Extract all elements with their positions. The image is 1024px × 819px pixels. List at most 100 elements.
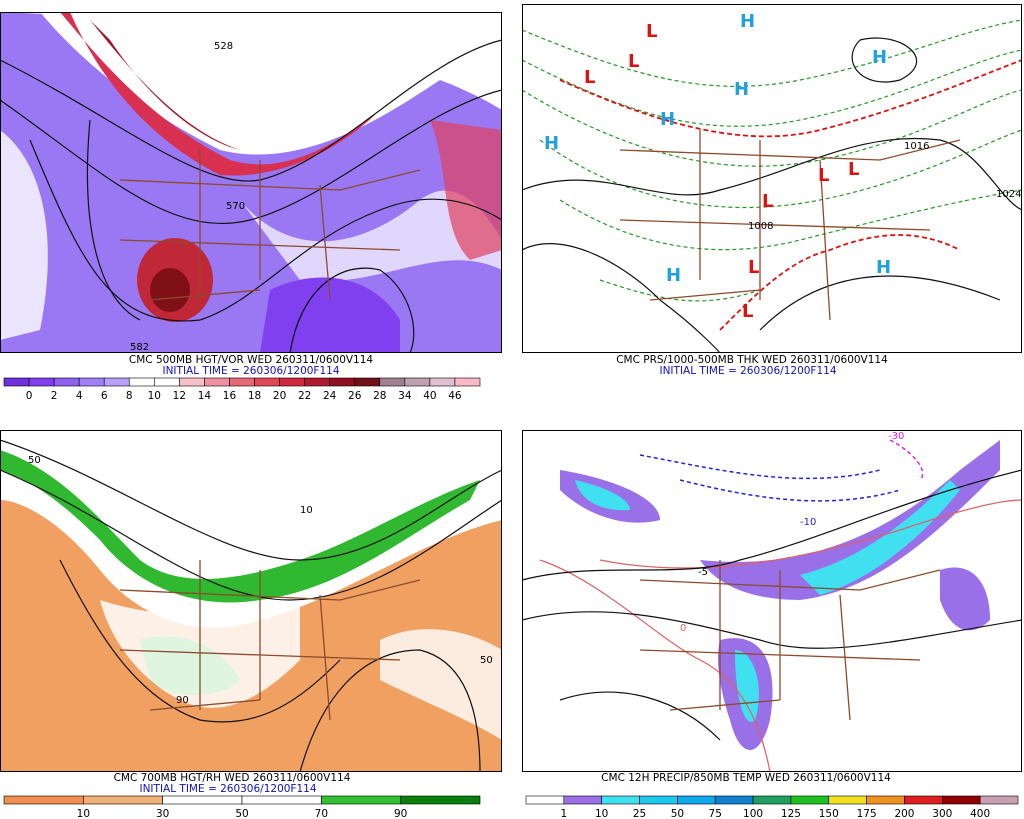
colorbar-box bbox=[790, 795, 830, 805]
high-marker: H bbox=[740, 11, 755, 32]
colorbar-box bbox=[329, 377, 356, 387]
colorbar-box bbox=[304, 377, 330, 387]
map-frame bbox=[0, 12, 502, 353]
high-marker: H bbox=[876, 257, 891, 278]
map: -30 -10 -5 0 bbox=[522, 430, 1022, 772]
high-marker: H bbox=[544, 133, 559, 154]
colorbar-label: 18 bbox=[248, 390, 261, 402]
map-label: 90 bbox=[176, 695, 189, 706]
map-label: 570 bbox=[226, 201, 245, 212]
map: L L L L L L L L H H H H H H H 1016 1024 … bbox=[522, 4, 1022, 353]
colorbar-box bbox=[279, 377, 305, 387]
map-label: 50 bbox=[480, 655, 493, 666]
panel-vorticity: 510 528 570 582 CMC 500MB HGT/VOR WED 26… bbox=[0, 12, 502, 402]
map: 510 528 570 582 bbox=[0, 12, 502, 353]
colorbar-label: 50 bbox=[235, 808, 248, 819]
panel-pressure: L L L L L L L L H H H H H H H 1016 1024 … bbox=[522, 4, 1022, 377]
colorbar-label: 20 bbox=[273, 390, 286, 402]
colorbar-box bbox=[179, 377, 205, 387]
initial-time: INITIAL TIME = 260306/1200F114 bbox=[659, 365, 836, 377]
colorbar-label: 50 bbox=[671, 808, 684, 819]
colorbar-label: 125 bbox=[781, 808, 801, 819]
colorbar-label: 0 bbox=[26, 390, 33, 402]
panel-precipitation: -30 -10 -5 0 CMC 12H PRECIP/850MB TEMP W… bbox=[522, 430, 1022, 819]
colorbar: 0 2 4 6 8 10 12 14 16 18 20 22 24 26 28 34 40 46 bbox=[3, 377, 481, 402]
low-marker: L bbox=[646, 21, 657, 42]
caption: CMC PRS/1000-500MB THK WED 260311/0600V1… bbox=[616, 354, 888, 366]
colorbar: 1 10 25 50 75 100 125 150 175 200 300 400 bbox=[525, 795, 1019, 819]
colorbar-box bbox=[677, 795, 716, 805]
map-label: -5 bbox=[698, 567, 708, 578]
low-marker: L bbox=[628, 51, 639, 72]
map-label: 528 bbox=[214, 41, 233, 52]
caption: CMC 700MB HGT/RH WED 260311/0600V114 bbox=[114, 772, 351, 784]
colorbar-box bbox=[241, 795, 322, 805]
colorbar-box bbox=[379, 377, 406, 387]
low-marker: L bbox=[762, 191, 773, 212]
colorbar-label: 10 bbox=[148, 390, 161, 402]
colorbar-label: 34 bbox=[398, 390, 412, 402]
colorbar-label: 150 bbox=[819, 808, 839, 819]
colorbar-box bbox=[525, 795, 565, 805]
high-marker: H bbox=[734, 79, 749, 100]
colorbar-box bbox=[53, 377, 80, 387]
colorbar-box bbox=[752, 795, 792, 805]
colorbar-label: 26 bbox=[348, 390, 362, 402]
colorbar-label: 400 bbox=[970, 808, 990, 819]
colorbar-label: 90 bbox=[394, 808, 407, 819]
map-label: 0 bbox=[680, 623, 686, 634]
map-label: 582 bbox=[130, 342, 149, 353]
high-marker: H bbox=[872, 47, 887, 68]
colorbar-box bbox=[28, 377, 55, 387]
colorbar-label: 24 bbox=[323, 390, 337, 402]
map-frame bbox=[522, 4, 1022, 353]
low-marker: L bbox=[584, 67, 595, 88]
caption: CMC 500MB HGT/VOR WED 260311/0600V114 bbox=[129, 354, 374, 366]
low-marker: L bbox=[748, 257, 759, 278]
high-marker: H bbox=[660, 109, 675, 130]
colorbar-label: 40 bbox=[423, 390, 436, 402]
colorbar-box bbox=[454, 377, 481, 387]
colorbar-label: 22 bbox=[298, 390, 311, 402]
map-frame bbox=[0, 430, 502, 772]
colorbar-label: 75 bbox=[709, 808, 722, 819]
colorbar-box bbox=[601, 795, 640, 805]
low-marker: L bbox=[848, 159, 859, 180]
colorbar-label: 2 bbox=[51, 390, 58, 402]
colorbar-box bbox=[714, 795, 754, 805]
colorbar-label: 200 bbox=[894, 808, 914, 819]
colorbar-label: 28 bbox=[373, 390, 386, 402]
colorbar-label: 25 bbox=[633, 808, 646, 819]
colorbar-box bbox=[3, 795, 84, 805]
caption: CMC 12H PRECIP/850MB TEMP WED 260311/060… bbox=[601, 772, 891, 784]
colorbar-box bbox=[254, 377, 280, 387]
map-label: 10 bbox=[300, 505, 313, 516]
colorbar-label: 16 bbox=[223, 390, 237, 402]
colorbar-box bbox=[204, 377, 230, 387]
colorbar-label: 46 bbox=[448, 390, 462, 402]
colorbar-label: 6 bbox=[101, 390, 108, 402]
initial-time: INITIAL TIME = 260306/1200F114 bbox=[162, 365, 339, 377]
colorbar-box bbox=[354, 377, 381, 387]
colorbar-label: 100 bbox=[743, 808, 763, 819]
colorbar-label: 175 bbox=[857, 808, 877, 819]
colorbar-box bbox=[3, 377, 30, 387]
colorbar-box bbox=[639, 795, 678, 805]
colorbar-box bbox=[229, 377, 255, 387]
initial-time: INITIAL TIME = 260306/1200F114 bbox=[139, 783, 316, 795]
isobar-label: 1016 bbox=[904, 141, 929, 152]
low-marker: L bbox=[818, 165, 829, 186]
map-frame bbox=[522, 430, 1022, 772]
colorbar: 10 30 50 70 90 bbox=[3, 795, 481, 819]
isobar-label: 1024 bbox=[996, 189, 1021, 200]
colorbar-box bbox=[321, 795, 401, 805]
map-label: -10 bbox=[800, 517, 816, 528]
colorbar-box bbox=[866, 795, 905, 805]
colorbar-label: 14 bbox=[198, 390, 212, 402]
colorbar-label: 70 bbox=[315, 808, 328, 819]
panel-humidity: 50 10 90 50 CMC 700MB HGT/RH WED 260311/… bbox=[0, 430, 502, 819]
colorbar-box bbox=[78, 377, 105, 387]
colorbar-box bbox=[404, 377, 431, 387]
colorbar-box bbox=[979, 795, 1019, 805]
